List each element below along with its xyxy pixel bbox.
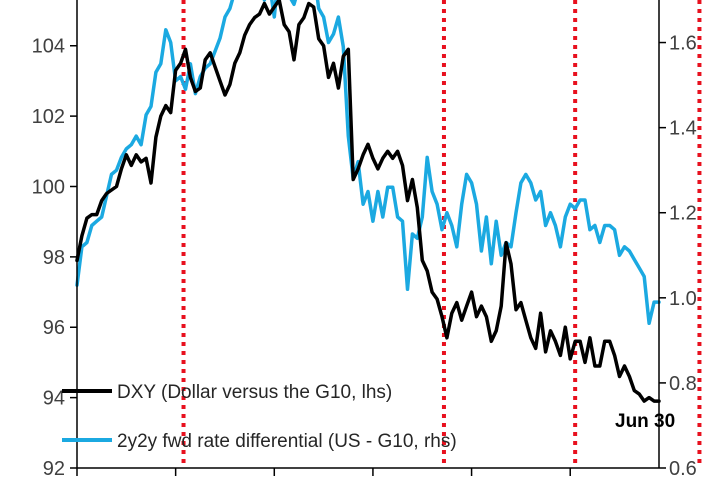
right-tick-label: 1.2 <box>669 203 697 225</box>
legend-label-dxy: DXY (Dollar versus the G10, lhs) <box>117 382 392 403</box>
left-tick-label: 100 <box>32 176 65 198</box>
left-tick-label: 98 <box>43 247 65 269</box>
legend-label-rate-differential: 2y2y fwd rate differential (US - G10, rh… <box>117 431 457 452</box>
right-axis-ticks: 0.6 0.8 1.0 1.2 1.4 1.6 <box>659 33 697 480</box>
right-tick-label: 0.8 <box>669 373 697 395</box>
end-date-annotation: Jun 30 <box>615 411 675 432</box>
series-layer <box>75 0 661 403</box>
axes <box>76 0 660 476</box>
left-tick-label: 96 <box>43 317 65 339</box>
left-axis-ticks: 92 94 96 98 100 102 104 <box>32 36 77 480</box>
left-tick-label: 92 <box>43 458 65 480</box>
right-tick-label: 0.6 <box>669 458 697 480</box>
left-tick-label: 94 <box>43 388 65 410</box>
right-tick-label: 1.0 <box>669 288 697 310</box>
right-tick-label: 1.6 <box>669 33 697 55</box>
left-tick-label: 102 <box>32 106 65 128</box>
legend: DXY (Dollar versus the G10, lhs) 2y2y fw… <box>62 382 457 452</box>
series-line-rate-differential <box>75 0 661 326</box>
series-line-dxy <box>75 0 661 403</box>
right-tick-label: 1.4 <box>669 118 697 140</box>
event-lines <box>181 0 702 468</box>
left-tick-label: 104 <box>32 36 65 58</box>
